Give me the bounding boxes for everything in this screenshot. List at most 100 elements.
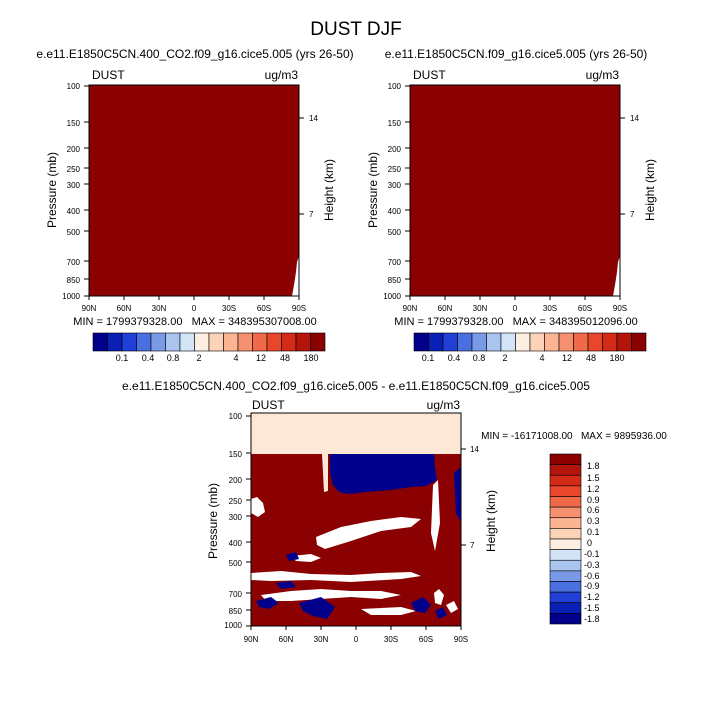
x-tick-label: 90S <box>454 635 468 644</box>
panel-2-low-region <box>575 256 620 296</box>
panel-3: e.e11.E1850C5CN.400_CO2.f09_g16.cice5.00… <box>122 379 667 644</box>
colorbar-cell <box>549 464 582 476</box>
x-tick-label: 60S <box>419 635 433 644</box>
panel-1-field <box>89 85 299 296</box>
panel-1-right-ticks: 14 7 <box>299 114 318 219</box>
colorbar-cell <box>92 332 108 352</box>
x-tick-label: 30N <box>314 635 329 644</box>
colorbar-top-label: 2 <box>502 353 507 363</box>
colorbar-cell <box>136 332 152 352</box>
negative-region <box>330 454 437 494</box>
panel-3-min-max: MIN = -16171008.00 MAX = 9895936.00 <box>481 431 667 442</box>
panel-2-field <box>410 85 620 296</box>
x-tick-marks <box>250 626 462 630</box>
colorbar-cell <box>223 332 239 352</box>
colorbar-cell <box>549 549 582 561</box>
colorbar-cell <box>549 559 582 572</box>
negative-patch <box>286 552 299 561</box>
colorbar-cell <box>549 453 582 465</box>
x-tick-label: 30N <box>473 304 488 313</box>
colorbar-diff-label: 1.8 <box>587 461 600 471</box>
colorbar-top: 0.1 0.4 0.8 2 4 12 48 180 0.1 0.4 0.8 2 … <box>92 332 647 363</box>
colorbar-diff-label: 0.3 <box>587 516 600 526</box>
colorbar-cell <box>150 332 166 352</box>
colorbar-cell <box>573 332 589 352</box>
y-right-tick-marks <box>299 117 304 215</box>
x-tick-label: 30S <box>543 304 557 313</box>
x-tick-label: 60S <box>578 304 592 313</box>
colorbar-cell <box>295 332 311 352</box>
y-tick-label: 400 <box>67 207 81 216</box>
colorbar-diff-label: 1.5 <box>587 473 600 483</box>
colorbar-diff-label: -0.1 <box>584 549 600 559</box>
x-tick-marks <box>88 296 300 300</box>
colorbar-diff-label: 0 <box>587 538 592 548</box>
panel-2-min-max: MIN = 1799379328.00 MAX = 348395012096.0… <box>394 316 637 328</box>
colorbar-diff-label: 0.6 <box>587 505 600 515</box>
panel-1: e.e11.E1850C5CN.400_CO2.f09_g16.cice5.00… <box>36 47 353 328</box>
white-band <box>434 589 444 605</box>
panel-2-left-ticks: 100 150 200 250 300 400 500 700 850 1000 <box>383 82 410 301</box>
colorbar-cell <box>549 581 582 593</box>
colorbar-cell <box>281 332 297 352</box>
panel-1-low-region <box>254 256 299 296</box>
panel-2-x-ticks: 90N 60N 30N 0 30S 60S 90S <box>403 296 627 313</box>
colorbar-cell <box>266 332 282 352</box>
colorbar-cell <box>107 332 123 352</box>
panel-1-title: e.e11.E1850C5CN.400_CO2.f09_g16.cice5.00… <box>36 47 353 61</box>
colorbar-cell <box>457 332 473 352</box>
y-tick-label: 700 <box>229 590 243 599</box>
x-tick-label: 30S <box>384 635 398 644</box>
x-tick-label: 0 <box>513 304 518 313</box>
panel-2: e.e11.E1850C5CN.f09_g16.cice5.005 (yrs 2… <box>366 47 657 328</box>
colorbar-diff-labels: 1.8 1.5 1.2 0.9 0.6 0.3 0.1 0 -0.1 -0.3 … <box>584 461 600 624</box>
panel-2-ylabel: Pressure (mb) <box>366 152 380 228</box>
y-tick-label: 150 <box>67 119 81 128</box>
colorbar-cell <box>310 332 326 352</box>
y-tick-label: 300 <box>67 181 81 190</box>
y-tick-label: 100 <box>67 82 81 91</box>
panel-3-left-ticks: 100 150 200 250 300 400 500 700 850 1000 <box>224 412 251 630</box>
negative-patch <box>276 581 296 589</box>
panel-1-ylabel: Pressure (mb) <box>45 152 59 228</box>
y-tick-label: 250 <box>388 165 402 174</box>
colorbar-diff: 1.8 1.5 1.2 0.9 0.6 0.3 0.1 0 -0.1 -0.3 … <box>549 453 600 625</box>
y-tick-label: 100 <box>388 82 402 91</box>
colorbar-top-label: 4 <box>539 353 544 363</box>
colorbar-cell <box>549 613 582 625</box>
y-tick-label: 100 <box>229 412 243 421</box>
colorbar-cell <box>413 332 429 352</box>
colorbar-top-label: 180 <box>303 353 318 363</box>
colorbar-cell <box>549 538 582 550</box>
colorbar-top-label: 0.8 <box>167 353 180 363</box>
colorbar-cell <box>442 332 458 352</box>
y-right-tick-label: 7 <box>309 210 314 219</box>
y-tick-label: 850 <box>67 276 81 285</box>
colorbar-cell <box>549 485 582 497</box>
x-tick-label: 90N <box>82 304 97 313</box>
colorbar-top-label: 0.8 <box>473 353 486 363</box>
positive-gap <box>322 454 328 492</box>
colorbar-cell <box>544 332 560 352</box>
panel-3-title: e.e11.E1850C5CN.400_CO2.f09_g16.cice5.00… <box>122 379 590 393</box>
negative-patch <box>256 597 279 609</box>
panel-2-units-label: ug/m3 <box>586 68 620 82</box>
y-right-tick-label: 14 <box>309 114 318 123</box>
y-tick-label: 700 <box>67 258 81 267</box>
colorbar-cell <box>587 332 603 352</box>
y-right-tick-marks <box>620 117 625 215</box>
panel-3-ylabel-right: Height (km) <box>484 490 498 552</box>
negative-patch <box>299 597 335 619</box>
y-tick-label: 700 <box>388 258 402 267</box>
colorbar-cell <box>549 528 582 540</box>
x-tick-label: 0 <box>354 635 359 644</box>
panel-1-units-label: ug/m3 <box>265 68 299 82</box>
colorbar-cell <box>121 332 137 352</box>
white-band <box>431 480 440 551</box>
y-right-tick-label: 7 <box>630 210 635 219</box>
negative-patch <box>435 607 447 619</box>
y-tick-marks <box>405 85 410 297</box>
colorbar-cell <box>179 332 195 352</box>
colorbar-diff-cells <box>549 453 582 625</box>
white-band <box>316 517 421 549</box>
